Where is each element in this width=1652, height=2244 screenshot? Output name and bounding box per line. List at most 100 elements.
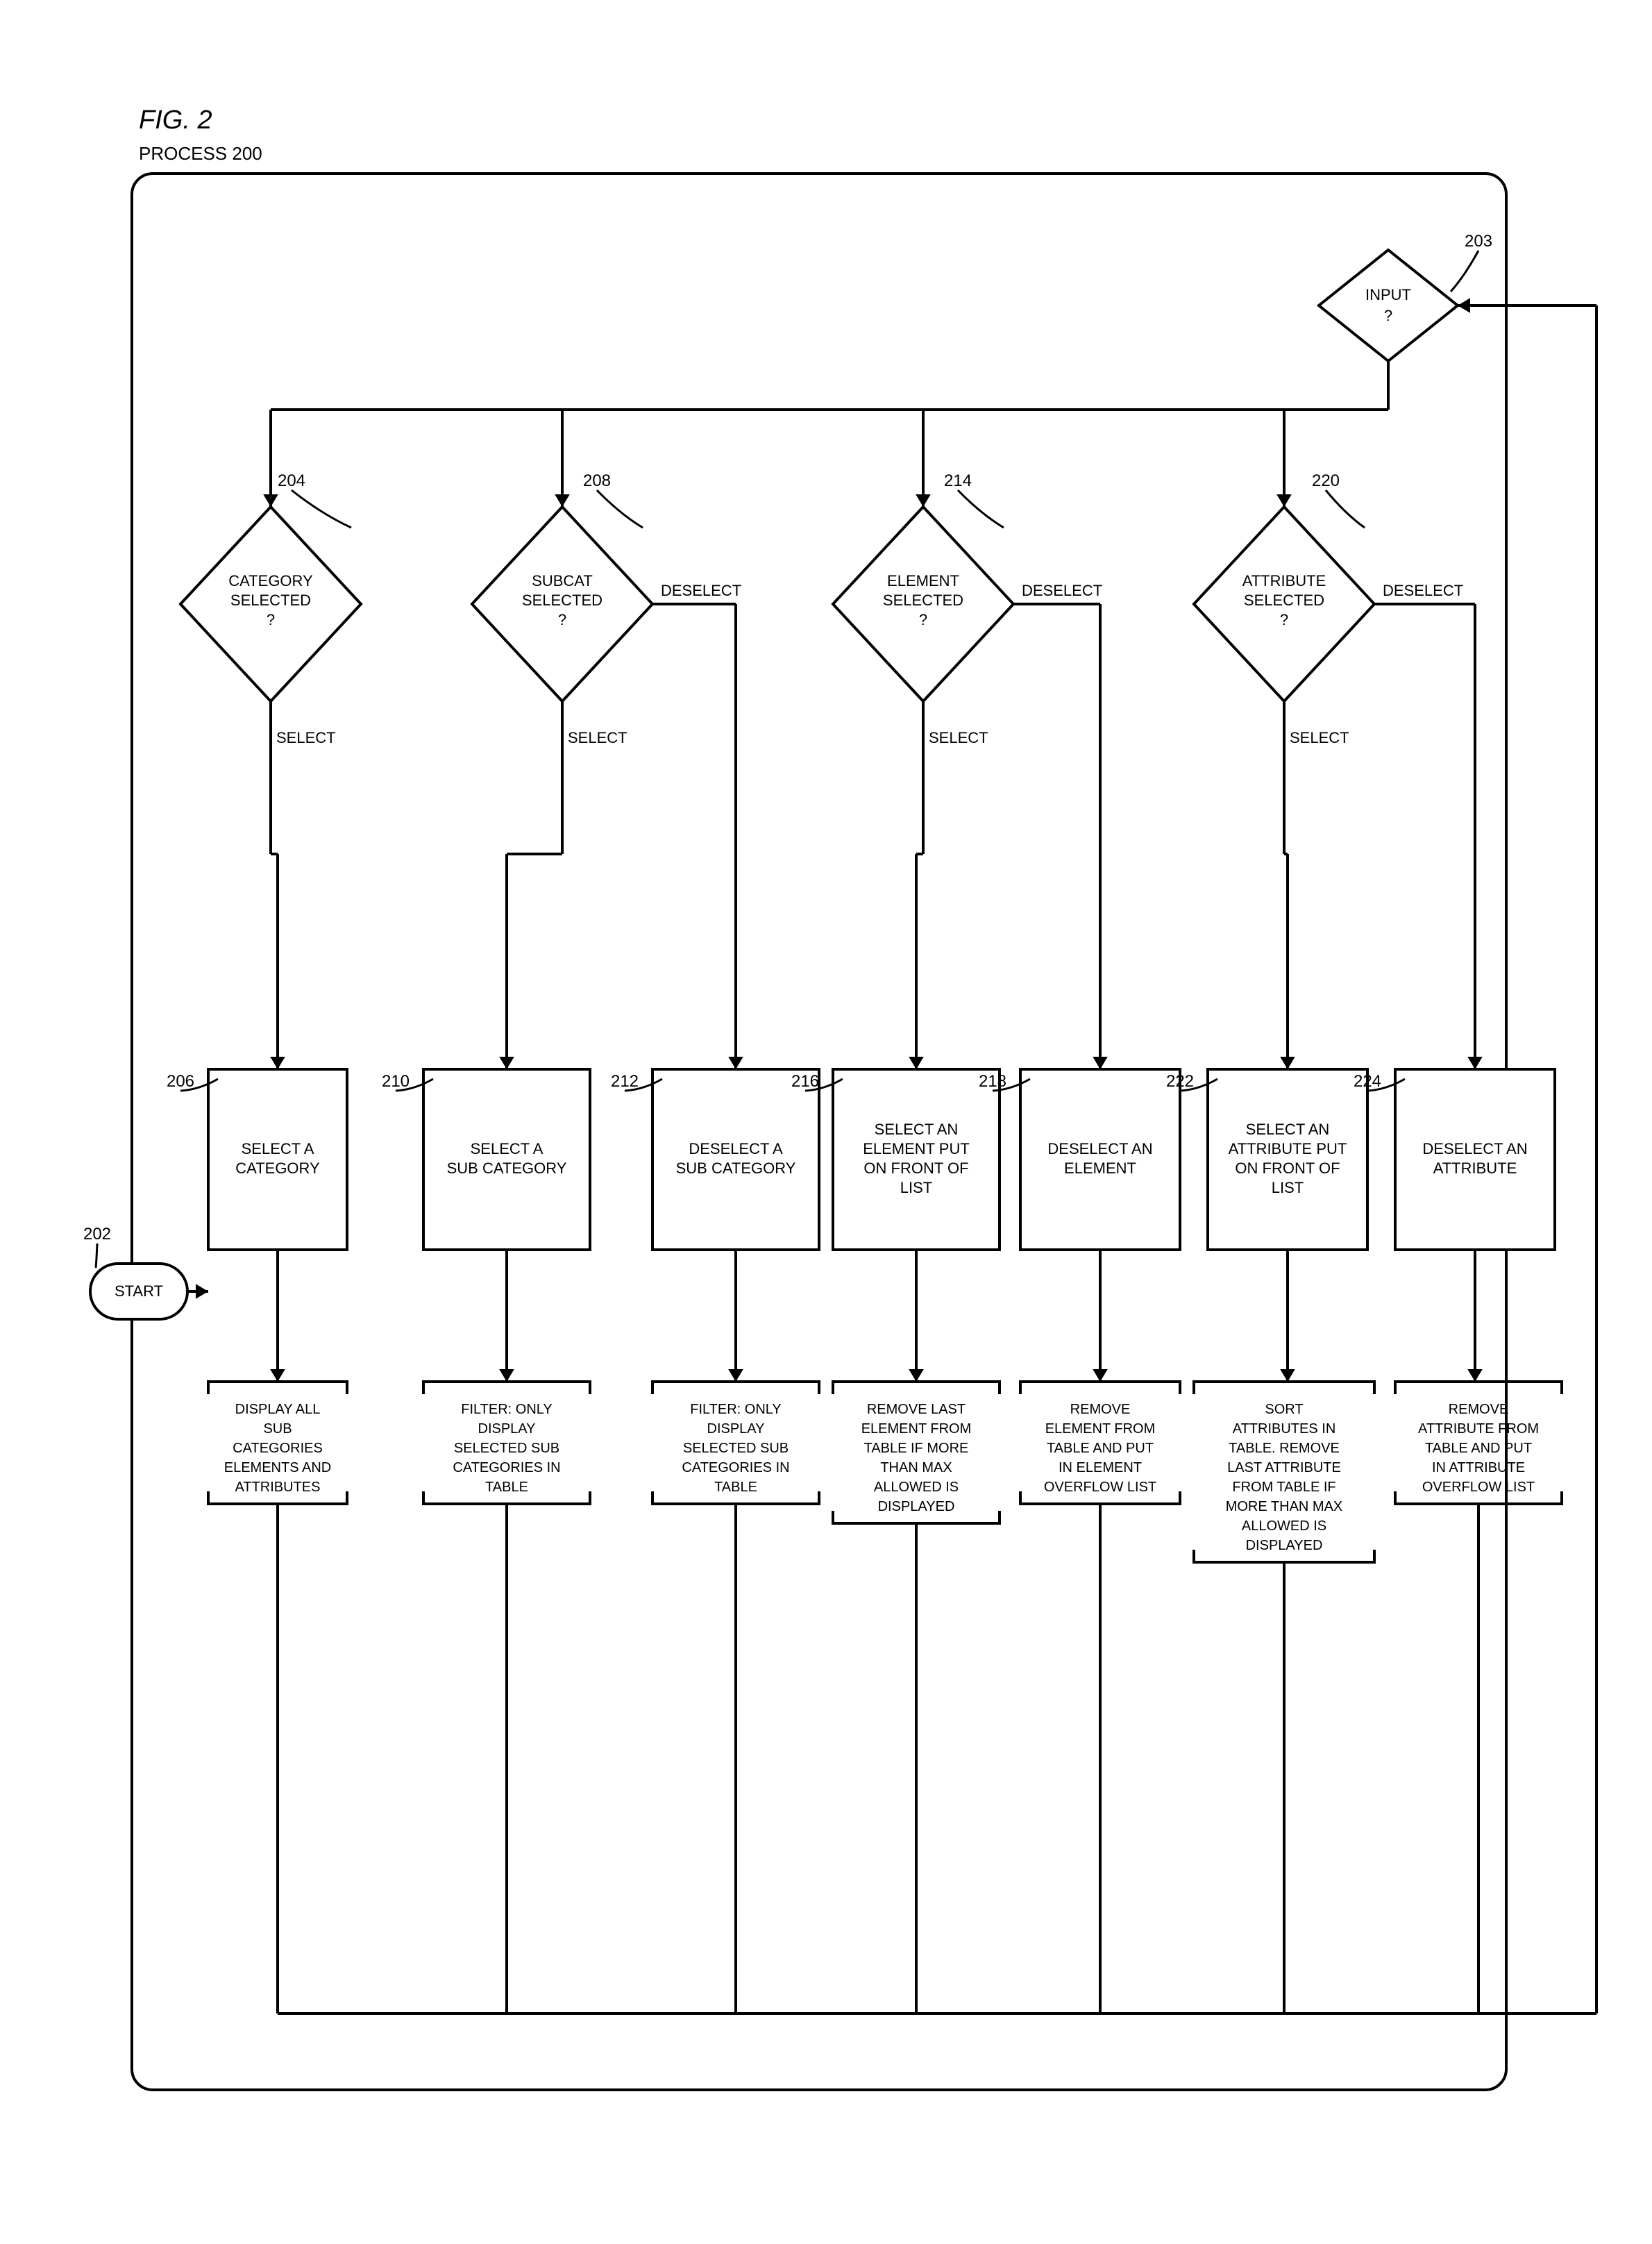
text-line: REMOVE: [1449, 1402, 1509, 1417]
decision-diamond: [1319, 250, 1458, 361]
text-line: ATTRIBUTE: [1242, 572, 1326, 589]
edge-label-select: SELECT: [929, 729, 988, 746]
text-line: ATTRIBUTE: [1433, 1159, 1517, 1177]
text-line: TABLE: [485, 1480, 528, 1495]
text-line: ELEMENT: [1064, 1159, 1136, 1177]
text-line: ATTRIBUTES IN: [1233, 1421, 1336, 1437]
text-line: SELECT A: [242, 1140, 314, 1157]
edge-label-select: SELECT: [1290, 729, 1349, 746]
text-line: SELECTED SUB: [454, 1441, 559, 1456]
text-line: SELECTED: [883, 592, 963, 609]
text-line: CATEGORIES: [233, 1441, 323, 1456]
text-line: ON FRONT OF: [863, 1159, 968, 1177]
text-line: CATEGORIES IN: [682, 1460, 789, 1475]
bracket: [1020, 1382, 1180, 1394]
text-line: REMOVE: [1070, 1402, 1131, 1417]
arrowhead: [909, 1057, 924, 1069]
text-line: DESELECT AN: [1422, 1140, 1527, 1157]
reference-label: 222: [1166, 1072, 1194, 1091]
text-line: ATTRIBUTES: [235, 1480, 321, 1495]
figure-subtitle: PROCESS 200: [139, 143, 262, 164]
reference-label: 216: [791, 1072, 819, 1091]
arrowhead: [1467, 1057, 1483, 1069]
bracket: [652, 1382, 819, 1394]
text-line: SELECT AN: [875, 1121, 959, 1138]
leader-line: [1451, 251, 1478, 292]
text-line: DISPLAYED: [878, 1499, 955, 1514]
edge-label-deselect: DESELECT: [1383, 582, 1463, 599]
text-line: ALLOWED IS: [874, 1480, 959, 1495]
text-line: DISPLAY ALL: [235, 1402, 321, 1417]
arrowhead: [270, 1369, 285, 1382]
text-line: SUBCAT: [532, 572, 593, 589]
text-line: DISPLAY: [707, 1421, 765, 1437]
text-line: ALLOWED IS: [1242, 1518, 1326, 1534]
leader-line: [292, 490, 351, 528]
flowchart: FIG. 2PROCESS 200INPUT?203CATEGORYSELECT…: [0, 0, 1652, 2244]
text-line: ELEMENT: [887, 572, 959, 589]
text-line: ELEMENT PUT: [863, 1140, 970, 1157]
text-line: SUB CATEGORY: [447, 1159, 567, 1177]
text-line: THAN MAX: [880, 1460, 952, 1475]
reference-label: 214: [944, 471, 972, 490]
leader-line: [96, 1244, 97, 1268]
text-line: SUB CATEGORY: [676, 1159, 796, 1177]
reference-label: 208: [583, 471, 611, 490]
text-line: ?: [1384, 307, 1392, 324]
text-line: MORE THAN MAX: [1226, 1499, 1343, 1514]
bracket: [1194, 1382, 1374, 1394]
text-line: CATEGORIES IN: [453, 1460, 560, 1475]
reference-label: 218: [979, 1072, 1006, 1091]
text-line: TABLE AND PUT: [1425, 1441, 1532, 1456]
edge-label-deselect: DESELECT: [661, 582, 741, 599]
reference-label: 210: [382, 1072, 410, 1091]
text-line: SELECTED: [522, 592, 602, 609]
leader-line: [1326, 490, 1365, 528]
figure-title: FIG. 2: [139, 106, 212, 135]
arrowhead: [499, 1369, 514, 1382]
text-line: OVERFLOW LIST: [1422, 1480, 1535, 1495]
arrowhead: [196, 1284, 208, 1299]
text-line: DESELECT AN: [1047, 1140, 1152, 1157]
reference-label: 202: [83, 1225, 111, 1244]
arrowhead: [1093, 1369, 1108, 1382]
text-line: ATTRIBUTE FROM: [1418, 1421, 1539, 1437]
arrowhead: [1093, 1057, 1108, 1069]
arrowhead: [270, 1057, 285, 1069]
text-line: DISPLAYED: [1246, 1538, 1323, 1553]
arrowhead: [728, 1369, 743, 1382]
text-line: ON FRONT OF: [1235, 1159, 1340, 1177]
text-line: ?: [558, 611, 566, 628]
text-line: SELECTED SUB: [683, 1441, 789, 1456]
text-line: SELECTED: [230, 592, 311, 609]
text-line: IN ATTRIBUTE: [1432, 1460, 1525, 1475]
arrowhead: [909, 1369, 924, 1382]
text-line: DESELECT A: [689, 1140, 783, 1157]
text-line: SORT: [1265, 1402, 1303, 1417]
text-line: IN ELEMENT: [1059, 1460, 1142, 1475]
text-line: FILTER: ONLY: [461, 1402, 553, 1417]
text-line: TABLE: [714, 1480, 757, 1495]
reference-label: 224: [1354, 1072, 1381, 1091]
bracket: [833, 1382, 1000, 1394]
reference-label: 204: [278, 471, 305, 490]
text-line: DISPLAY: [478, 1421, 536, 1437]
text-line: ?: [1280, 611, 1288, 628]
bracket: [208, 1382, 347, 1394]
leader-line: [958, 490, 1004, 528]
edge-label-deselect: DESELECT: [1022, 582, 1102, 599]
text-line: ELEMENTS AND: [224, 1460, 331, 1475]
text-line: SUB: [263, 1421, 292, 1437]
bracket: [423, 1382, 590, 1394]
text-line: LIST: [900, 1179, 932, 1196]
text-line: SELECT AN: [1246, 1121, 1330, 1138]
text-line: ATTRIBUTE PUT: [1229, 1140, 1347, 1157]
arrowhead: [499, 1057, 514, 1069]
text-line: SELECT A: [471, 1140, 543, 1157]
edge-label-select: SELECT: [276, 729, 336, 746]
reference-label: 220: [1312, 471, 1340, 490]
text-line: SELECTED: [1244, 592, 1324, 609]
arrowhead: [1280, 1369, 1295, 1382]
reference-label: 203: [1465, 232, 1492, 251]
text-line: TABLE AND PUT: [1047, 1441, 1154, 1456]
